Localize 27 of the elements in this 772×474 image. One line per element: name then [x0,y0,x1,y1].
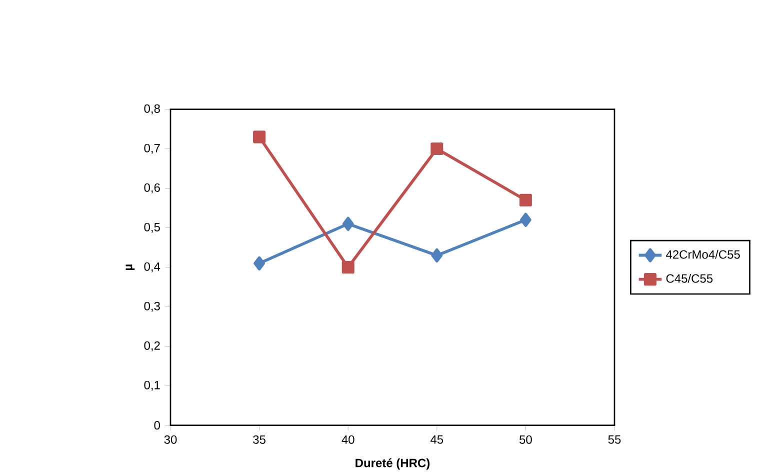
x-axis-title: Dureté (HRC) [356,458,430,470]
y-tick-label: 0,5 [144,222,160,233]
point [254,256,265,270]
y-tick-label: 0,3 [144,302,160,312]
point [430,142,444,156]
point [342,216,354,231]
y-tick-label: 0,6 [144,183,160,194]
point [253,130,266,144]
x-tick-label: 35 [253,435,266,444]
y-axis-title: µ [126,264,135,270]
point [519,194,532,206]
point [342,261,354,274]
x-tick-label: 30 [164,435,177,444]
legend-label: 42CrMo4/C55 [666,250,740,259]
y-tick-label: 0,8 [144,104,160,114]
x-tick-label: 45 [430,435,444,444]
x-tick-label: 40 [342,435,354,444]
point [520,212,532,227]
y-tick-label: 0,4 [144,262,160,272]
y-tick-label: 0 [154,421,160,430]
legend-label: C45/C55 [666,274,713,283]
y-tick-label: 0,2 [144,341,160,352]
point [431,248,443,262]
y-tick-label: 0,1 [144,380,160,391]
y-tick-label: 0,7 [144,144,160,154]
x-tick-label: 50 [519,435,532,444]
x-tick-label: 55 [608,435,621,444]
